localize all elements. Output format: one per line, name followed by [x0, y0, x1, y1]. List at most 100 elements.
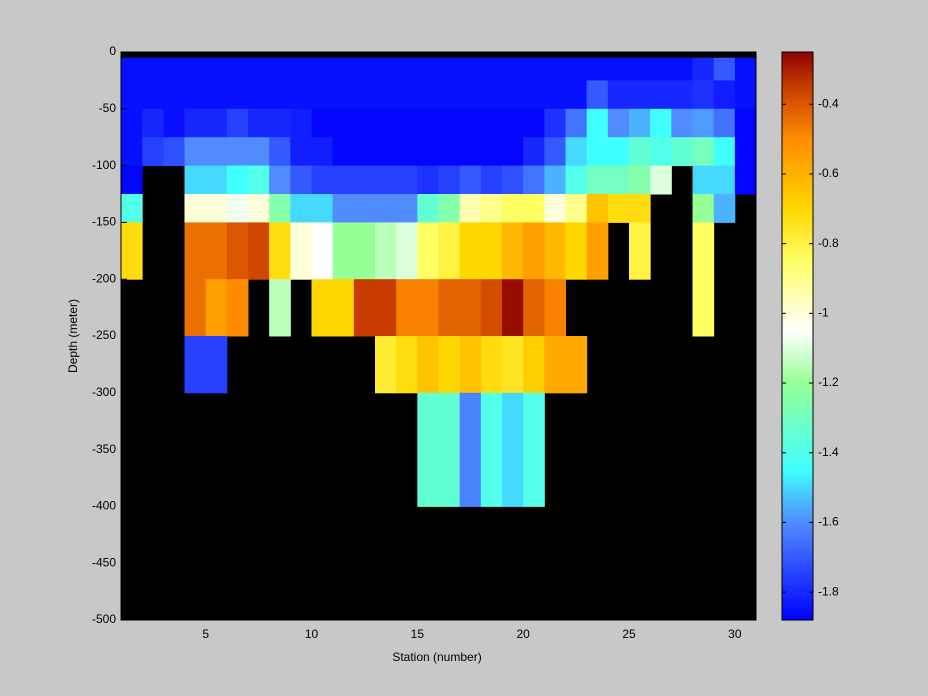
- heatmap-cell: [290, 80, 312, 110]
- heatmap-cell: [311, 165, 334, 195]
- heatmap-cell: [565, 165, 588, 195]
- y-tick-label: -100: [92, 158, 116, 172]
- heatmap-cell: [332, 108, 355, 138]
- heatmap-cell: [502, 336, 524, 394]
- heatmap-cell: [417, 137, 439, 167]
- heatmap-cell: [375, 57, 397, 81]
- heatmap-cell: [142, 108, 164, 138]
- heatmap-cell: [163, 137, 185, 167]
- heatmap-cell: [226, 165, 249, 195]
- heatmap-cell: [184, 222, 207, 280]
- heatmap-cell: [248, 57, 270, 81]
- heatmap-cell: [586, 57, 609, 81]
- heatmap-cell: [502, 80, 524, 110]
- y-tick-label: -50: [99, 101, 117, 115]
- heatmap-cell: [480, 137, 503, 167]
- heatmap-cell: [565, 108, 588, 138]
- heatmap-cell: [311, 80, 334, 110]
- heatmap-cell: [417, 57, 439, 81]
- heatmap-cell: [607, 80, 630, 110]
- heatmap-cell: [311, 108, 334, 138]
- heatmap-cell: [332, 222, 355, 280]
- heatmap-cell: [629, 222, 651, 280]
- heatmap-cell: [205, 336, 228, 394]
- heatmap-cell: [205, 165, 228, 195]
- heatmap-cell: [205, 279, 228, 337]
- heatmap-cell: [375, 336, 397, 394]
- heatmap-cell: [290, 57, 312, 81]
- heatmap-cell: [332, 279, 355, 337]
- heatmap-cell: [396, 165, 418, 195]
- heatmap-cell: [396, 137, 418, 167]
- heatmap-cell: [269, 137, 291, 167]
- heatmap-cell: [184, 279, 207, 337]
- heatmap-cell: [269, 108, 291, 138]
- heatmap-cell: [629, 137, 651, 167]
- heatmap-cell: [523, 80, 545, 110]
- heatmap-cell: [502, 222, 524, 280]
- heatmap-cell: [353, 80, 376, 110]
- heatmap-cell: [248, 165, 270, 195]
- heatmap-cell: [480, 392, 503, 507]
- x-axis-label: Station (number): [392, 650, 481, 664]
- heatmap-cell: [205, 194, 228, 223]
- heatmap-cell: [332, 137, 355, 167]
- heatmap-cell: [629, 194, 651, 223]
- heatmap-cell: [375, 108, 397, 138]
- heatmap-cell: [417, 194, 439, 223]
- heatmap-cell: [459, 392, 482, 507]
- heatmap-cell: [629, 165, 651, 195]
- heatmap-cell: [544, 222, 566, 280]
- heatmap-cell: [121, 137, 143, 167]
- heatmap-cell: [671, 80, 693, 110]
- heatmap-cell: [480, 336, 503, 394]
- heatmap-cell: [650, 165, 672, 195]
- heatmap-cell: [523, 392, 545, 507]
- heatmap-cell: [290, 137, 312, 167]
- heatmap-cell: [121, 194, 143, 223]
- heatmap-cell: [417, 80, 439, 110]
- heatmap-cell: [396, 222, 418, 280]
- heatmap-cell: [417, 392, 439, 507]
- heatmap-cell: [544, 80, 566, 110]
- heatmap-cell: [713, 57, 736, 81]
- colorbar-tick-label: -0.6: [818, 166, 839, 180]
- heatmap-cell: [565, 194, 588, 223]
- heatmap-cell: [269, 194, 291, 223]
- heatmap-cell: [502, 108, 524, 138]
- heatmap-cell: [332, 57, 355, 81]
- heatmap-cell: [311, 222, 334, 280]
- heatmap-cell: [459, 80, 482, 110]
- heatmap-cell: [205, 108, 228, 138]
- heatmap-cell: [417, 336, 439, 394]
- heatmap-cell: [459, 137, 482, 167]
- heatmap-cell: [713, 165, 736, 195]
- heatmap-cell: [523, 57, 545, 81]
- heatmap-cell: [353, 165, 376, 195]
- colorbar-tick-label: -0.8: [818, 236, 839, 250]
- heatmap-cell: [692, 137, 715, 167]
- heatmap-cell: [502, 165, 524, 195]
- heatmap-cell: [226, 222, 249, 280]
- heatmap-cell: [480, 194, 503, 223]
- heatmap-cell: [438, 137, 461, 167]
- heatmap-cell: [121, 165, 143, 195]
- y-tick-label: -300: [92, 385, 116, 399]
- heatmap-cell: [396, 57, 418, 81]
- heatmap-cell: [586, 222, 609, 280]
- heatmap-cell: [417, 279, 439, 337]
- heatmap-cell: [650, 57, 672, 81]
- heatmap-cell: [121, 80, 143, 110]
- heatmap-cell: [459, 222, 482, 280]
- heatmap-cell: [544, 279, 566, 337]
- heatmap-cell: [650, 80, 672, 110]
- heatmap-cell: [121, 57, 143, 81]
- heatmap-cell: [480, 108, 503, 138]
- heatmap-cell: [523, 165, 545, 195]
- heatmap-cell: [417, 108, 439, 138]
- heatmap-cell: [226, 137, 249, 167]
- heatmap-cell: [523, 279, 545, 337]
- heatmap-cell: [353, 194, 376, 223]
- heatmap-cell: [713, 80, 736, 110]
- heatmap-cell: [692, 108, 715, 138]
